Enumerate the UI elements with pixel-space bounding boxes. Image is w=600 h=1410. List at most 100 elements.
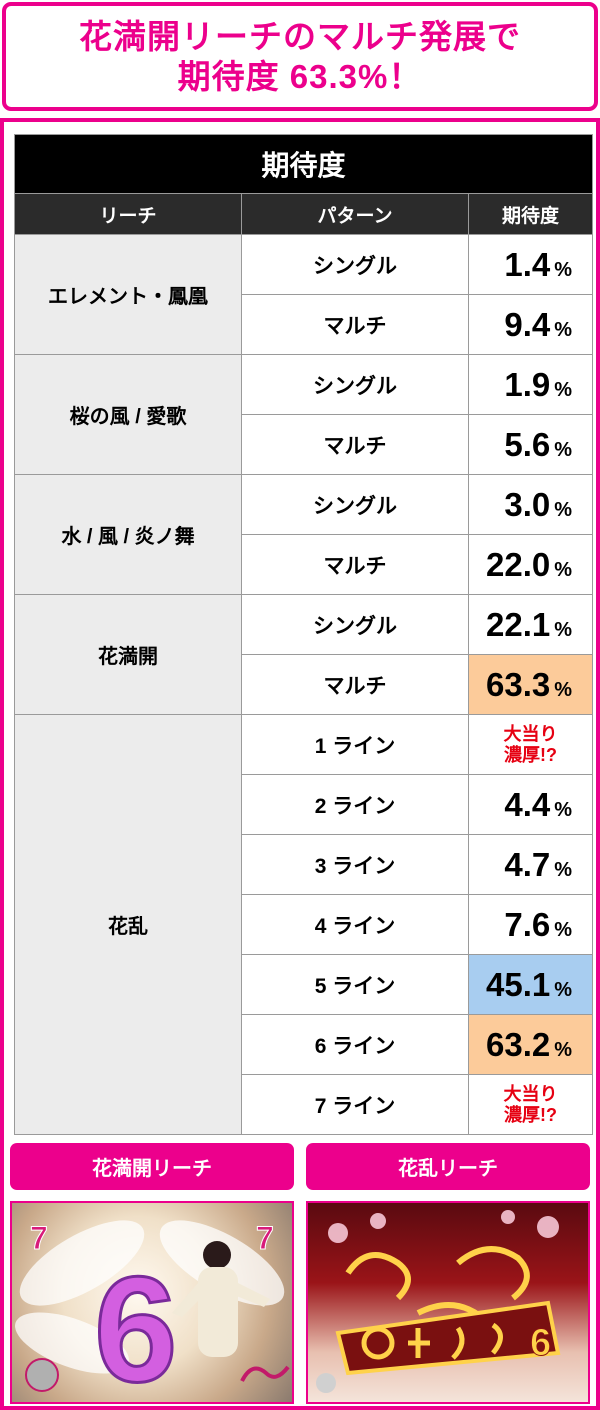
jackpot-label-line-1: 大当り	[503, 1083, 558, 1104]
percent-sign: %	[554, 318, 573, 341]
percent-sign: %	[554, 258, 573, 281]
expectation-cell: 大当り 濃厚!?	[467, 1074, 594, 1135]
percent-sign: %	[554, 618, 573, 641]
jackpot-label-line-1: 大当り	[503, 723, 558, 744]
percent-sign: %	[554, 378, 573, 401]
panel-hanamankai: 花満開リーチ 7 7 6	[10, 1143, 294, 1404]
pattern-cell: シングル	[241, 354, 469, 415]
expectation-cell: 4.4%	[467, 774, 594, 835]
headline-line-1: 花満開リーチのマルチ発展で	[79, 17, 521, 55]
expectation-cell: 45.1%	[467, 954, 594, 1015]
pattern-cell: 3 ライン	[241, 834, 469, 895]
column-header-reach: リーチ	[14, 193, 242, 235]
expectation-table: 期待度 リーチ パターン 期待度 エレメント・鳳凰 シングル 1.4% マルチ 9.4%…	[13, 134, 594, 1135]
game-screen-image: 6	[306, 1201, 590, 1404]
expectation-cell: 5.6%	[467, 414, 594, 475]
content-frame: 期待度 リーチ パターン 期待度 エレメント・鳳凰 シングル 1.4% マルチ 9.4%…	[0, 118, 600, 1410]
pattern-cell: 6 ライン	[241, 1014, 469, 1075]
expectation-cell: 63.2%	[467, 1014, 594, 1075]
percent-sign: %	[554, 1038, 573, 1061]
pattern-cell: マルチ	[241, 534, 469, 595]
expectation-value: 9.4	[504, 305, 551, 343]
expectation-cell: 22.0%	[467, 534, 594, 595]
expectation-cell: 大当り 濃厚!?	[467, 714, 594, 775]
game-screen-image: 7 7 6	[10, 1201, 294, 1404]
pattern-cell: シングル	[241, 594, 469, 655]
svg-text:6: 6	[94, 1245, 177, 1402]
reach-name-cell: 桜の風 / 愛歌	[14, 354, 242, 475]
reach-name-cell: 花満開	[14, 594, 242, 715]
table-row: 6 ライン 63.2%	[15, 1014, 594, 1075]
pattern-cell: マルチ	[241, 294, 469, 355]
percent-sign: %	[554, 918, 573, 941]
pattern-cell: マルチ	[241, 414, 469, 475]
expectation-value: 5.6	[504, 425, 551, 463]
table-row: 5 ライン 45.1%	[15, 954, 594, 1015]
pattern-cell: 1 ライン	[241, 714, 469, 775]
table-row: マルチ 22.0%	[15, 534, 594, 595]
table-body: エレメント・鳳凰 シングル 1.4% マルチ 9.4% 桜の風 / 愛歌 シングル 1.9% マ…	[14, 234, 594, 1135]
expectation-cell: 1.4%	[467, 234, 594, 295]
pattern-cell: シングル	[241, 474, 469, 535]
jackpot-label-line-2: 濃厚!?	[504, 744, 558, 765]
table-title: 期待度	[13, 134, 594, 194]
pattern-cell: 4 ライン	[241, 894, 469, 955]
table-row: 水 / 風 / 炎ノ舞 シングル 3.0%	[14, 474, 594, 595]
percent-sign: %	[554, 678, 573, 701]
percent-sign: %	[554, 798, 573, 821]
percent-sign: %	[554, 498, 573, 521]
table-row: 花満開 シングル 22.1%	[14, 594, 594, 715]
expectation-cell: 4.7%	[467, 834, 594, 895]
percent-sign: %	[554, 978, 573, 1001]
table-row: 3 ライン 4.7%	[15, 834, 594, 895]
percent-sign: %	[554, 858, 573, 881]
table-row: 4 ライン 7.6%	[15, 894, 594, 955]
table-row: 桜の風 / 愛歌 シングル 1.9%	[14, 354, 594, 475]
expectation-value: 3.0	[504, 485, 551, 523]
pattern-cell: 7 ライン	[241, 1074, 469, 1135]
pattern-cell: 2 ライン	[241, 774, 469, 835]
expectation-value: 1.4	[504, 245, 551, 283]
table-row: マルチ 5.6%	[15, 414, 594, 475]
percent-sign: %	[554, 438, 573, 461]
headline-box: 花満開リーチのマルチ発展で 期待度 63.3%！	[2, 2, 598, 111]
table-row: 7 ライン 大当り 濃厚!?	[15, 1074, 594, 1135]
expectation-value: 1.9	[504, 365, 551, 403]
expectation-cell: 9.4%	[467, 294, 594, 355]
expectation-cell: 3.0%	[467, 474, 594, 535]
table-row: マルチ 63.3%	[15, 654, 594, 715]
svg-text:7: 7	[30, 1220, 48, 1256]
expectation-value: 4.7	[504, 845, 551, 883]
column-header-expectation: 期待度	[467, 193, 594, 235]
table-row: マルチ 9.4%	[15, 294, 594, 355]
panel-karan: 花乱リーチ	[306, 1143, 590, 1404]
pattern-cell: 5 ライン	[241, 954, 469, 1015]
table-row: 花乱 1 ライン 大当り 濃厚!?	[14, 714, 594, 1135]
panel-title: 花乱リーチ	[306, 1143, 590, 1190]
expectation-value: 7.6	[504, 905, 551, 943]
headline-line-2: 期待度 63.3%！	[177, 57, 423, 95]
expectation-cell: 1.9%	[467, 354, 594, 415]
svg-text:7: 7	[256, 1220, 274, 1256]
expectation-cell: 7.6%	[467, 894, 594, 955]
expectation-value: 63.2	[486, 1025, 551, 1063]
jackpot-label-line-2: 濃厚!?	[504, 1104, 558, 1125]
expectation-value: 22.0	[486, 545, 551, 583]
expectation-value: 22.1	[486, 605, 551, 643]
expectation-value: 63.3	[486, 665, 551, 703]
panel-title: 花満開リーチ	[10, 1143, 294, 1190]
pattern-cell: シングル	[241, 234, 469, 295]
table-row: 2 ライン 4.4%	[15, 774, 594, 835]
svg-text:6: 6	[530, 1322, 551, 1364]
expectation-value: 45.1	[486, 965, 551, 1003]
table-row: エレメント・鳳凰 シングル 1.4%	[14, 234, 594, 355]
pattern-cell: マルチ	[241, 654, 469, 715]
reach-name-cell: 水 / 風 / 炎ノ舞	[14, 474, 242, 595]
reach-name-cell: エレメント・鳳凰	[14, 234, 242, 355]
column-header-pattern: パターン	[241, 193, 469, 235]
expectation-value: 4.4	[504, 785, 551, 823]
percent-sign: %	[554, 558, 573, 581]
expectation-cell: 22.1%	[467, 594, 594, 655]
reach-name-cell: 花乱	[14, 714, 242, 1135]
expectation-cell: 63.3%	[467, 654, 594, 715]
